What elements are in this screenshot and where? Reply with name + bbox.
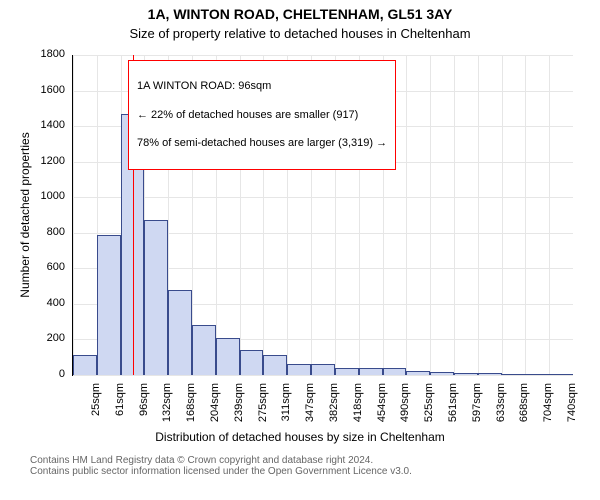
bar xyxy=(216,338,240,375)
y-tick: 0 xyxy=(25,368,65,380)
bar xyxy=(73,355,97,375)
y-tick: 1600 xyxy=(25,84,65,96)
x-tick: 668sqm xyxy=(518,383,530,433)
x-tick: 96sqm xyxy=(138,383,150,433)
gridline-v xyxy=(406,55,407,375)
bar xyxy=(287,364,311,375)
x-tick: 311sqm xyxy=(280,383,292,433)
gridline-h xyxy=(73,55,573,56)
y-tick: 1800 xyxy=(25,48,65,60)
x-tick: 275sqm xyxy=(257,383,269,433)
x-tick: 418sqm xyxy=(352,383,364,433)
x-tick: 132sqm xyxy=(161,383,173,433)
x-tick: 525sqm xyxy=(423,383,435,433)
bar xyxy=(383,368,407,375)
x-tick: 490sqm xyxy=(399,383,411,433)
bar xyxy=(240,350,264,375)
bar xyxy=(97,235,121,375)
y-tick: 400 xyxy=(25,297,65,309)
x-tick: 561sqm xyxy=(447,383,459,433)
x-tick: 25sqm xyxy=(90,383,102,433)
annotation-box: 1A WINTON ROAD: 96sqm ← 22% of detached … xyxy=(128,60,396,170)
chart-container: 1A, WINTON ROAD, CHELTENHAM, GL51 3AY Si… xyxy=(0,0,600,500)
x-axis-label: Distribution of detached houses by size … xyxy=(0,430,600,444)
bar xyxy=(502,374,526,375)
gridline-v xyxy=(525,55,526,375)
bar xyxy=(335,368,359,375)
bar xyxy=(549,374,573,375)
gridline-v xyxy=(73,55,74,375)
bar xyxy=(430,372,454,375)
gridline-v xyxy=(502,55,503,375)
bar xyxy=(406,371,430,375)
bar xyxy=(311,364,335,375)
annotation-line-3: 78% of semi-detached houses are larger (… xyxy=(137,136,387,150)
annotation-line-1: 1A WINTON ROAD: 96sqm xyxy=(137,79,387,93)
bar xyxy=(478,373,502,375)
annotation-line-2: ← 22% of detached houses are smaller (91… xyxy=(137,108,387,122)
chart-subtitle: Size of property relative to detached ho… xyxy=(0,26,600,41)
gridline-v xyxy=(549,55,550,375)
x-tick: 633sqm xyxy=(495,383,507,433)
x-tick: 454sqm xyxy=(376,383,388,433)
x-tick: 347sqm xyxy=(304,383,316,433)
x-tick: 168sqm xyxy=(185,383,197,433)
footer-text: Contains HM Land Registry data © Crown c… xyxy=(30,455,412,477)
x-tick: 740sqm xyxy=(566,383,578,433)
bar xyxy=(263,355,287,375)
gridline-v xyxy=(430,55,431,375)
x-tick: 204sqm xyxy=(209,383,221,433)
bar xyxy=(144,220,168,375)
x-tick: 61sqm xyxy=(114,383,126,433)
gridline-v xyxy=(478,55,479,375)
chart-title: 1A, WINTON ROAD, CHELTENHAM, GL51 3AY xyxy=(0,6,600,22)
y-tick: 1400 xyxy=(25,119,65,131)
bar xyxy=(525,374,549,375)
gridline-h xyxy=(73,375,573,376)
y-tick: 1000 xyxy=(25,190,65,202)
gridline-v xyxy=(454,55,455,375)
x-tick: 382sqm xyxy=(328,383,340,433)
y-axis-label: Number of detached properties xyxy=(18,55,32,375)
y-tick: 600 xyxy=(25,261,65,273)
bar xyxy=(168,290,192,375)
x-tick: 597sqm xyxy=(471,383,483,433)
gridline-h xyxy=(73,197,573,198)
y-tick: 1200 xyxy=(25,155,65,167)
bar xyxy=(359,368,383,375)
y-tick: 200 xyxy=(25,332,65,344)
x-tick: 704sqm xyxy=(542,383,554,433)
y-tick: 800 xyxy=(25,226,65,238)
bar xyxy=(454,373,478,375)
bar xyxy=(192,325,216,375)
x-tick: 239sqm xyxy=(233,383,245,433)
